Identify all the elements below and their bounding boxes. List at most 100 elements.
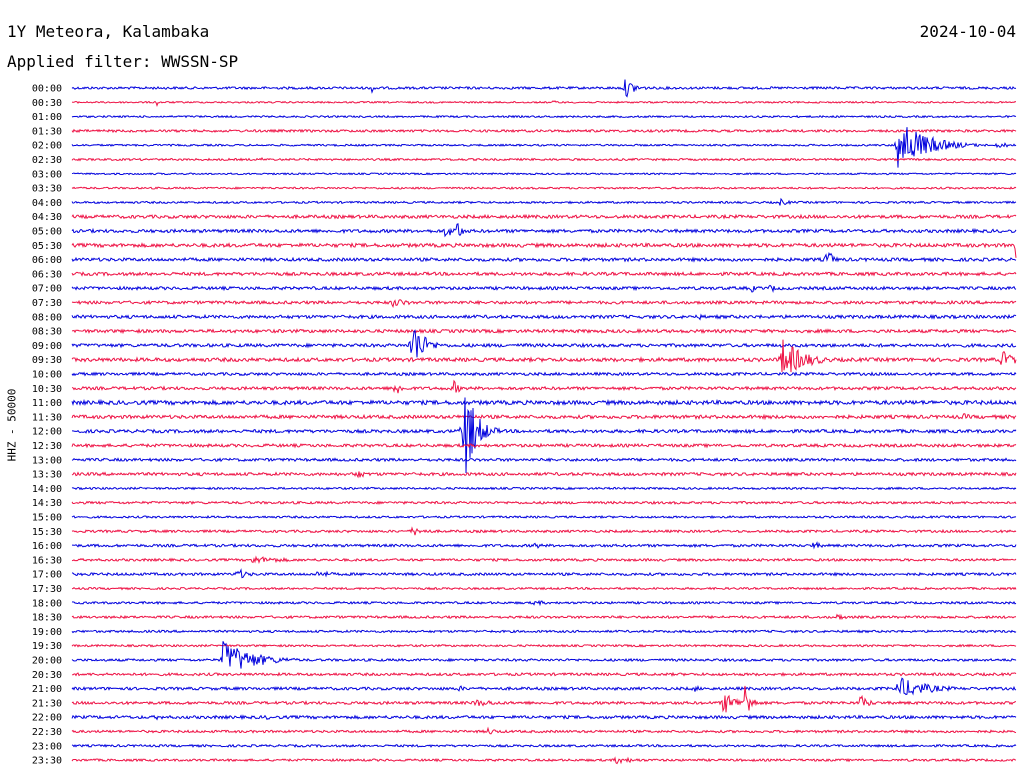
row-time-label: 07:30 [32, 298, 62, 309]
row-time-label: 13:00 [32, 455, 62, 466]
row-time-label: 05:30 [32, 241, 62, 252]
date-label: 2024-10-04 [919, 22, 1016, 41]
trace-line [71, 329, 1017, 358]
row-time-label: 00:30 [32, 98, 62, 109]
trace-line [71, 471, 1017, 479]
row-time-label: 12:30 [32, 441, 62, 452]
row-time-label: 23:30 [32, 756, 62, 767]
filter-label: Applied filter: WWSSN-SP [7, 52, 239, 71]
row-time-label: 15:00 [32, 513, 62, 524]
trace-line [71, 100, 1017, 107]
trace-line [71, 457, 1017, 463]
row-time-label: 11:00 [32, 398, 62, 409]
row-time-label: 01:30 [32, 126, 62, 137]
trace-line [71, 156, 1017, 162]
row-time-label: 06:00 [32, 255, 62, 266]
trace-line [71, 629, 1017, 634]
row-time-label: 22:30 [32, 727, 62, 738]
row-time-label: 02:30 [32, 155, 62, 166]
row-time-label: 10:00 [32, 370, 62, 381]
trace-line [71, 186, 1017, 190]
trace-line [71, 114, 1017, 119]
trace-line [71, 413, 1017, 421]
trace-line [71, 251, 1017, 263]
row-time-label: 04:30 [32, 212, 62, 223]
row-time-label: 21:30 [32, 698, 62, 709]
trace-line [72, 541, 1017, 550]
trace-line [71, 671, 1017, 677]
trace-line [71, 398, 1017, 407]
trace-line [71, 128, 1017, 134]
row-time-label: 00:00 [32, 84, 62, 95]
row-time-label: 09:00 [32, 341, 62, 352]
row-time-label: 03:30 [32, 184, 62, 195]
trace-line [71, 726, 1017, 735]
trace-line [71, 442, 1017, 449]
trace-line [71, 677, 1017, 696]
row-time-label: 04:00 [32, 198, 62, 209]
trace-line [71, 339, 1017, 373]
trace-line [71, 284, 1017, 293]
row-time-label: 18:00 [32, 598, 62, 609]
row-time-label: 09:30 [32, 355, 62, 366]
trace-line [71, 397, 1017, 474]
row-time-label: 10:30 [32, 384, 62, 395]
trace-line [71, 241, 1017, 258]
trace-line [71, 371, 1017, 377]
trace-line [71, 500, 1017, 506]
row-time-label: 03:00 [32, 169, 62, 180]
trace-line [71, 568, 1017, 579]
row-time-label: 17:00 [32, 570, 62, 581]
station-title: 1Y Meteora, Kalambaka [7, 22, 210, 41]
trace-line [71, 313, 1017, 321]
trace-line [71, 526, 1017, 536]
row-time-label: 14:30 [32, 498, 62, 509]
trace-line [71, 586, 1017, 591]
row-time-label: 01:00 [32, 112, 62, 123]
trace-line [71, 79, 1017, 98]
row-time-label: 22:00 [32, 713, 62, 724]
row-time-label: 17:30 [32, 584, 62, 595]
row-time-label: 23:00 [32, 741, 62, 752]
row-time-label: 02:00 [32, 141, 62, 152]
trace-line [71, 643, 1017, 648]
row-time-label: 16:00 [32, 541, 62, 552]
trace-line [71, 223, 1017, 238]
trace-line [71, 613, 1017, 621]
trace-line [71, 213, 1017, 220]
row-time-label: 20:30 [32, 670, 62, 681]
trace-line [71, 197, 1017, 206]
row-time-label: 13:30 [32, 470, 62, 481]
trace-line [71, 486, 1017, 491]
trace-line [71, 379, 1017, 394]
row-time-label: 16:30 [32, 555, 62, 566]
row-time-label: 21:00 [32, 684, 62, 695]
trace-line [71, 172, 1017, 176]
trace-line [71, 555, 1017, 565]
trace-line [71, 599, 1017, 607]
row-time-label: 14:00 [32, 484, 62, 495]
trace-line [71, 270, 1017, 277]
trace-line [71, 743, 1017, 748]
row-time-label: 07:00 [32, 284, 62, 295]
row-time-label: 15:30 [32, 527, 62, 538]
row-time-label: 08:00 [32, 312, 62, 323]
trace-line [71, 328, 1017, 335]
trace-line [71, 299, 1017, 309]
trace-line [71, 514, 1017, 520]
row-time-label: 18:30 [32, 613, 62, 624]
row-time-label: 08:30 [32, 327, 62, 338]
row-time-label: 19:30 [32, 641, 62, 652]
row-time-label: 19:00 [32, 627, 62, 638]
row-time-label: 12:00 [32, 427, 62, 438]
row-time-label: 11:30 [32, 412, 62, 423]
row-time-label: 05:00 [32, 227, 62, 238]
trace-line [71, 714, 1017, 721]
row-time-label: 06:30 [32, 269, 62, 280]
trace-line [71, 685, 1017, 713]
row-time-label: 20:00 [32, 656, 62, 667]
trace-line [71, 641, 1017, 669]
trace-line [71, 127, 1017, 168]
trace-line [71, 756, 1017, 765]
